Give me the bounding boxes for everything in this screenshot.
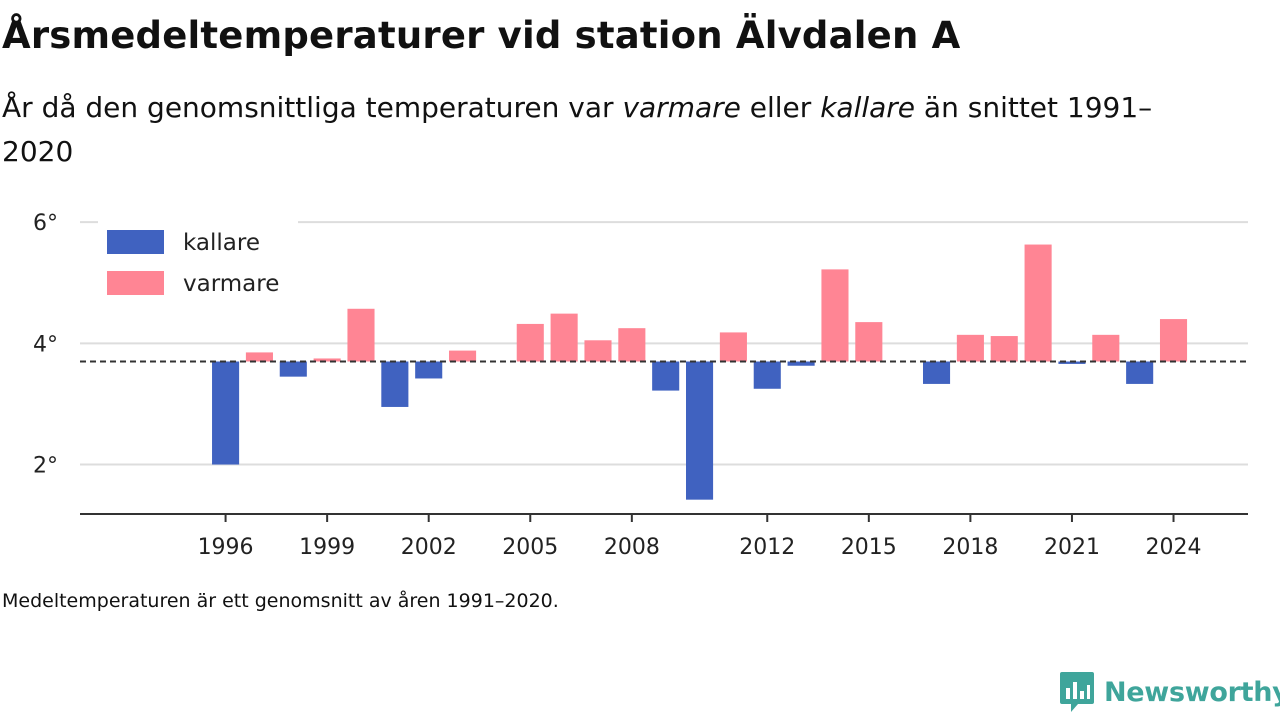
bar-2011 bbox=[719, 332, 747, 362]
y-tick-label-6: 6° bbox=[33, 211, 58, 236]
x-tick-label-2021: 2021 bbox=[1044, 535, 1100, 560]
bar-2002 bbox=[415, 361, 443, 379]
x-tick-label-2002: 2002 bbox=[401, 535, 457, 560]
y-tick-label-2: 2° bbox=[33, 454, 58, 479]
bar-1996 bbox=[212, 361, 240, 465]
bar-chart-speech-bubble-icon bbox=[1060, 672, 1094, 712]
subtitle-cold-word: kallare bbox=[820, 91, 916, 124]
bar-2010 bbox=[686, 361, 714, 500]
x-tick-label-2012: 2012 bbox=[739, 535, 795, 560]
bars bbox=[212, 244, 1188, 500]
legend: kallare varmare bbox=[98, 220, 298, 302]
x-tick-label-2005: 2005 bbox=[502, 535, 558, 560]
bar-2020 bbox=[1024, 244, 1052, 362]
bar-2022 bbox=[1092, 334, 1120, 362]
legend-swatch-kallare bbox=[107, 230, 164, 254]
subtitle-part-2: eller bbox=[740, 91, 821, 124]
legend-label-kallare: kallare bbox=[183, 230, 260, 256]
subtitle-part-1: År då den genomsnittliga temperaturen va… bbox=[2, 91, 623, 124]
bar-2024 bbox=[1159, 319, 1188, 362]
legend-label-varmare: varmare bbox=[183, 271, 279, 297]
bar-2008 bbox=[618, 328, 646, 362]
bar-2006 bbox=[550, 313, 578, 362]
brand-logo: Newsworthy bbox=[1058, 670, 1280, 714]
bar-1997 bbox=[245, 352, 273, 362]
legend-swatch-varmare bbox=[107, 271, 164, 295]
x-tick-label-1999: 1999 bbox=[299, 535, 355, 560]
axes: 2° 4° 6° 1996 1999 2002 2005 2008 2012 2015 2018 20… bbox=[33, 211, 1248, 560]
x-tick-label-2015: 2015 bbox=[841, 535, 897, 560]
chart-title: Årsmedeltemperaturer vid station Älvdale… bbox=[2, 14, 961, 57]
brand-name: Newsworthy bbox=[1104, 676, 1280, 708]
bar-2017 bbox=[922, 361, 951, 384]
bar-2001 bbox=[381, 361, 409, 407]
bar-2015 bbox=[855, 322, 883, 362]
x-tick-label-2018: 2018 bbox=[942, 535, 998, 560]
bar-2013 bbox=[787, 361, 815, 366]
subtitle-warm-word: varmare bbox=[622, 91, 741, 124]
footnote: Medeltemperaturen är ett genomsnitt av å… bbox=[2, 590, 559, 612]
bar-2023 bbox=[1126, 361, 1154, 384]
bar-1999 bbox=[313, 358, 341, 362]
bar-1998 bbox=[279, 361, 307, 377]
bar-2014 bbox=[821, 269, 849, 362]
bar-2009 bbox=[652, 361, 680, 391]
bar-2021 bbox=[1058, 361, 1086, 364]
bar-2007 bbox=[584, 340, 612, 362]
bar-2000 bbox=[347, 308, 375, 362]
bar-2019 bbox=[990, 336, 1018, 362]
bar-chart: 2° 4° 6° 1996 1999 2002 2005 2008 2012 2015 2018 20… bbox=[33, 211, 1248, 560]
bar-2012 bbox=[753, 361, 781, 389]
bar-2018 bbox=[956, 334, 984, 362]
chart-subtitle: År då den genomsnittliga temperaturen va… bbox=[2, 86, 1222, 174]
x-tick-label-2008: 2008 bbox=[604, 535, 660, 560]
bar-2003 bbox=[449, 350, 477, 362]
subtitle-part-3: än snittet 1991–2020 bbox=[2, 91, 1153, 168]
x-tick-label-1996: 1996 bbox=[198, 535, 254, 560]
bar-2005 bbox=[516, 323, 544, 362]
y-tick-label-4: 4° bbox=[33, 332, 58, 357]
x-tick-label-2024: 2024 bbox=[1146, 535, 1202, 560]
